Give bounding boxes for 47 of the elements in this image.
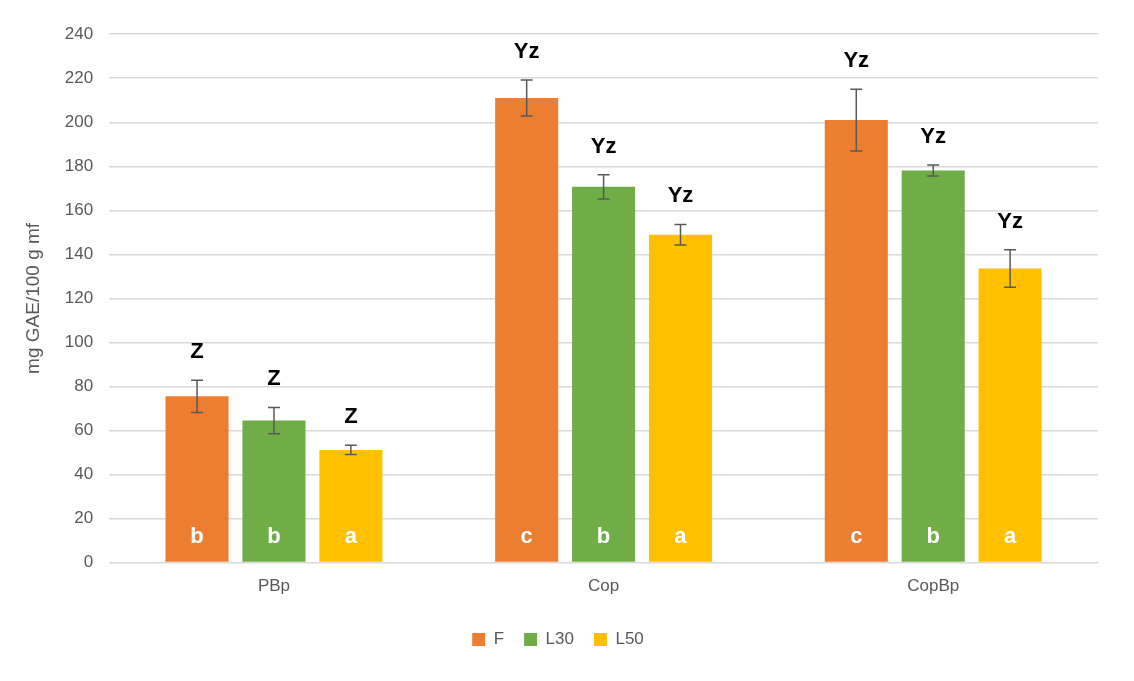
legend-label: F — [493, 629, 505, 649]
y-tick-label: 180 — [64, 155, 94, 175]
y-tick-label: 200 — [64, 111, 94, 131]
bar — [165, 396, 229, 562]
x-tick-label: Cop — [587, 576, 620, 596]
y-tick-label: 120 — [64, 288, 94, 308]
annotation: Yz — [667, 182, 694, 208]
y-tick-label: 80 — [74, 376, 94, 396]
y-tick-label: 220 — [64, 67, 94, 87]
legend-label: L50 — [615, 629, 644, 649]
y-axis-title: mg GAE/100 g mf — [21, 222, 43, 374]
bar — [824, 120, 888, 562]
bar — [319, 449, 383, 562]
y-tick-label: 20 — [74, 508, 94, 528]
bar — [901, 170, 965, 562]
annotation: b — [267, 522, 281, 548]
bar — [572, 186, 636, 562]
bar — [648, 234, 713, 562]
annotation: Yz — [997, 207, 1023, 233]
annotation: Z — [267, 365, 281, 391]
x-tick-label: PBp — [257, 576, 291, 596]
annotation: Z — [190, 338, 204, 364]
annotation: Yz — [920, 123, 947, 149]
y-tick-label: 0 — [83, 552, 94, 572]
y-tick-label: 160 — [64, 200, 94, 220]
annotation: Yz — [513, 38, 540, 64]
y-tick-label: 100 — [64, 332, 94, 352]
y-tick-label: 40 — [74, 464, 94, 484]
bar — [978, 268, 1042, 562]
y-tick-label: 60 — [74, 420, 94, 440]
annotation: b — [926, 522, 940, 548]
annotation: a — [344, 522, 358, 548]
annotation: Yz — [843, 47, 870, 73]
bar — [242, 420, 306, 562]
annotation: b — [190, 522, 204, 548]
bar — [495, 98, 559, 562]
annotation: c — [850, 522, 863, 548]
annotation: a — [1003, 522, 1017, 548]
annotation: Z — [344, 403, 358, 429]
annotation: Yz — [590, 132, 617, 158]
x-tick-label: CopBp — [907, 576, 960, 596]
annotation: b — [596, 522, 611, 548]
annotation: a — [674, 522, 688, 548]
y-tick-label: 140 — [64, 244, 94, 264]
annotation: c — [520, 522, 533, 548]
legend-label: L30 — [545, 629, 574, 649]
y-tick-label: 240 — [64, 23, 94, 43]
